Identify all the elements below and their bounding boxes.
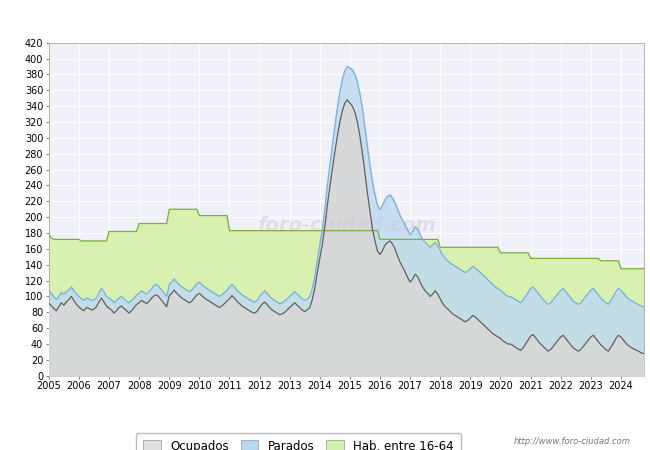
Text: http://www.foro-ciudad.com: http://www.foro-ciudad.com [514,436,630,446]
Legend: Ocupados, Parados, Hab. entre 16-64: Ocupados, Parados, Hab. entre 16-64 [136,432,461,450]
Text: foro-ciudad.com: foro-ciudad.com [257,216,436,235]
Text: Lubián - Evolucion de la poblacion en edad de Trabajar Septiembre de 2024: Lubián - Evolucion de la poblacion en ed… [42,12,608,25]
